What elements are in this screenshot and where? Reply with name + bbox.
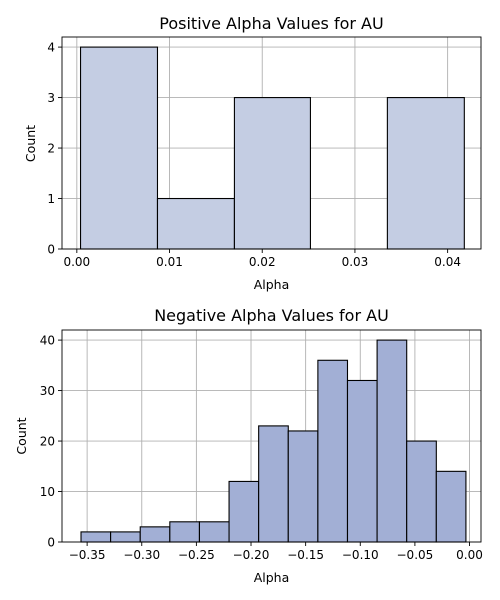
histogram-bar (376, 339, 408, 543)
x-tick-label: 0.03 (342, 255, 369, 269)
x-tick-label: 0.00 (456, 548, 483, 562)
histogram-bar (233, 97, 311, 250)
x-tick-label: −0.25 (178, 548, 215, 562)
x-tick-label: 0.00 (63, 255, 90, 269)
chart-title: Negative Alpha Values for AU (154, 306, 389, 325)
x-tick-label: −0.10 (342, 548, 379, 562)
histogram-bar (228, 480, 260, 543)
y-tick-label: 0 (47, 536, 55, 550)
x-tick-label: −0.15 (287, 548, 324, 562)
bars (79, 46, 465, 250)
histogram-bar (110, 531, 141, 543)
histogram-bar (406, 440, 437, 543)
y-tick-label: 40 (40, 334, 55, 348)
plot-frame (61, 36, 482, 250)
x-tick-label: 0.02 (249, 255, 276, 269)
y-tick-label: 2 (47, 142, 55, 156)
positive-alpha-histogram: Positive Alpha Values for AU Alpha Count… (23, 14, 482, 292)
y-tick-label: 30 (40, 384, 55, 398)
y-tick-label: 10 (40, 485, 55, 499)
histogram-bar (80, 531, 112, 543)
x-tick-label: −0.30 (123, 548, 160, 562)
x-tick-label: −0.35 (69, 548, 106, 562)
y-axis-label: Count (23, 125, 38, 162)
x-tick-label: −0.20 (233, 548, 270, 562)
x-tick-label: −0.05 (397, 548, 434, 562)
histogram-bar (79, 46, 159, 250)
ticks: −0.35 −0.30 −0.25 −0.20 −0.15 −0.10 −0.05 0.00 0… (40, 334, 483, 562)
x-tick-label: 0.01 (156, 255, 183, 269)
histogram-bar (317, 359, 349, 543)
histogram-bar (386, 97, 465, 250)
ticks: 0.00 0.01 0.02 0.03 0.04 0 1 2 3 4 (47, 41, 461, 269)
y-tick-label: 1 (47, 192, 55, 206)
histogram-bar (258, 425, 289, 543)
chart-title: Positive Alpha Values for AU (159, 14, 383, 33)
plot-frame (61, 329, 482, 543)
y-tick-label: 20 (40, 435, 55, 449)
x-axis-label: Alpha (254, 277, 290, 292)
histogram-bar (139, 526, 171, 543)
histogram-bar (346, 379, 378, 543)
histogram-bar (156, 197, 235, 250)
x-tick-label: 0.04 (434, 255, 461, 269)
x-axis-label: Alpha (254, 570, 290, 585)
y-tick-label: 0 (47, 243, 55, 257)
histogram-bar (169, 521, 200, 543)
negative-alpha-histogram: Negative Alpha Values for AU Alpha Count… (14, 306, 483, 585)
y-tick-label: 3 (47, 91, 55, 105)
histogram-bar (287, 430, 319, 543)
histogram-bar (435, 470, 467, 543)
y-tick-label: 4 (47, 41, 55, 55)
y-axis-label: Count (14, 417, 29, 454)
histogram-bar (198, 521, 230, 543)
bars (80, 339, 467, 543)
